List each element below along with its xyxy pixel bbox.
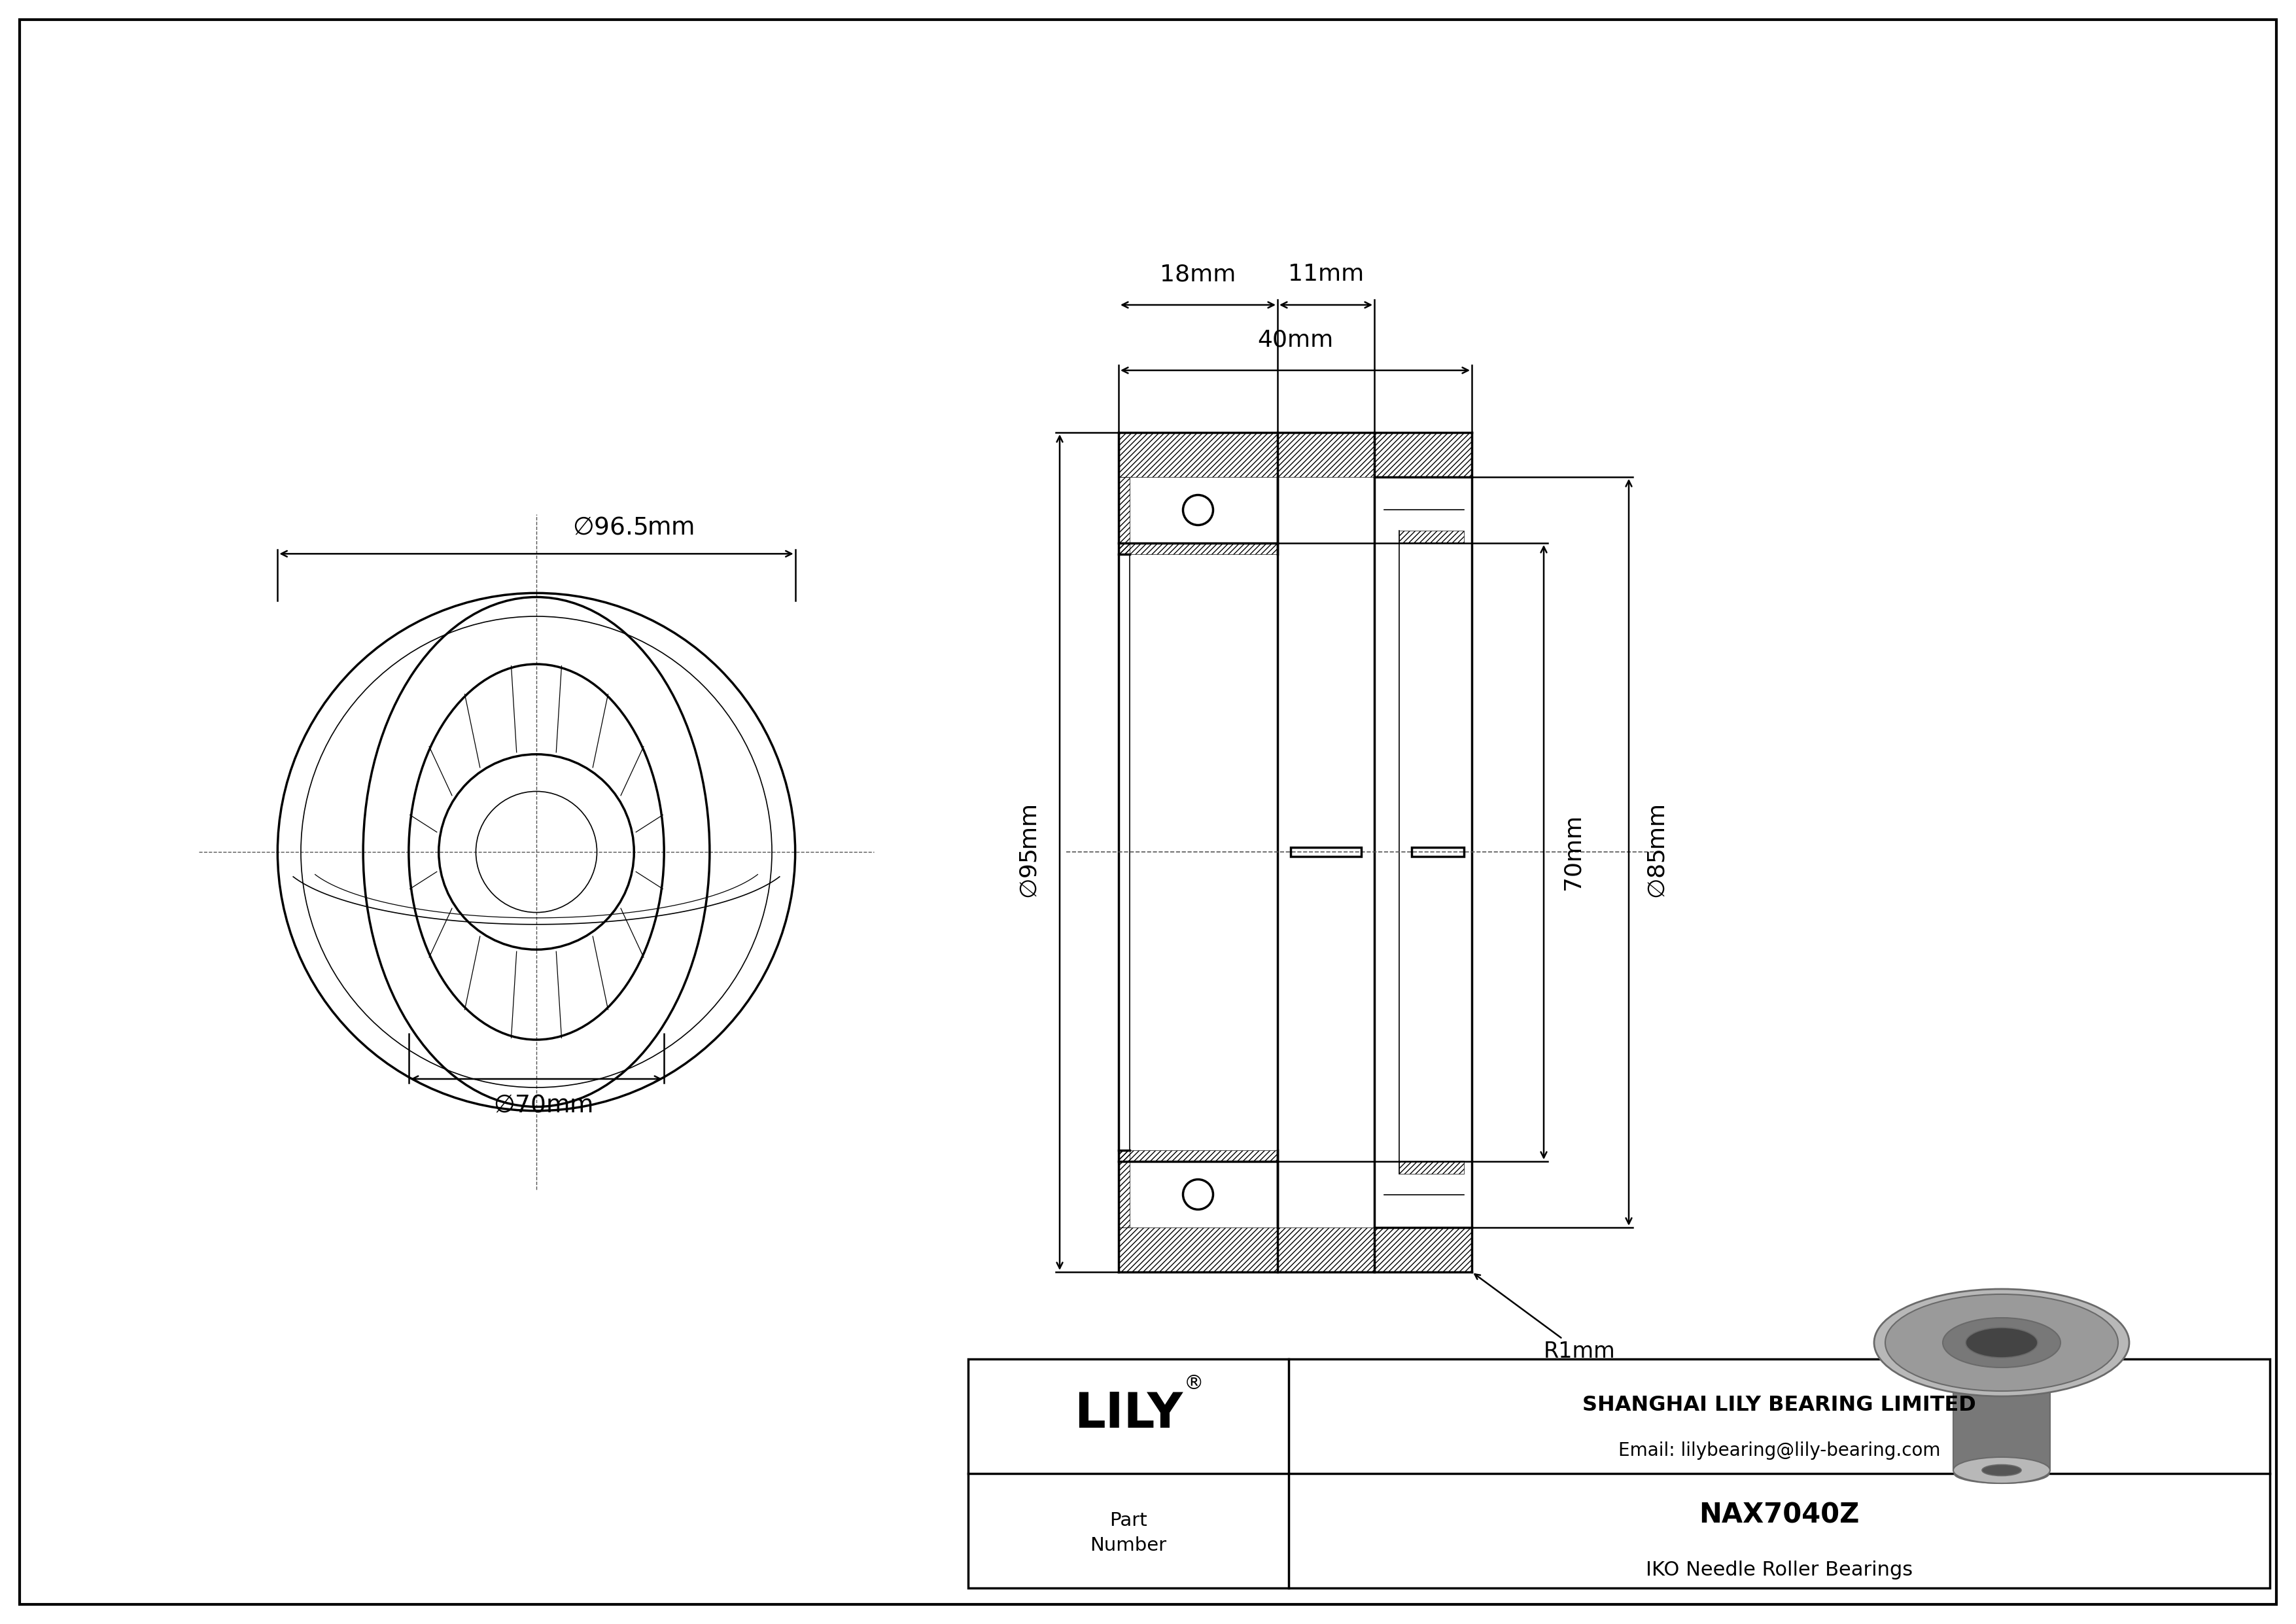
Bar: [1954, 1343, 2050, 1473]
Ellipse shape: [1942, 1317, 2060, 1367]
Bar: [969, 1359, 2271, 1588]
Bar: [1118, 432, 1277, 477]
Bar: [1277, 1228, 1375, 1272]
Text: SHANGHAI LILY BEARING LIMITED: SHANGHAI LILY BEARING LIMITED: [1582, 1395, 1977, 1415]
Text: ®: ®: [1185, 1374, 1203, 1393]
Text: $\varnothing$96.5mm: $\varnothing$96.5mm: [572, 516, 693, 539]
Text: 40mm: 40mm: [1258, 328, 1334, 351]
Ellipse shape: [1981, 1465, 2020, 1476]
Ellipse shape: [1954, 1463, 2048, 1483]
Ellipse shape: [1874, 1289, 2128, 1397]
Bar: [1398, 1161, 1465, 1174]
Text: Part
Number: Part Number: [1091, 1510, 1166, 1554]
Text: Email: lilybearing@lily-bearing.com: Email: lilybearing@lily-bearing.com: [1619, 1442, 1940, 1460]
Text: LILY: LILY: [1075, 1390, 1182, 1437]
Ellipse shape: [1954, 1457, 2050, 1483]
Bar: [1412, 848, 1465, 856]
Bar: [1118, 477, 1130, 554]
Bar: [1118, 1150, 1130, 1228]
Bar: [1118, 542, 1277, 554]
Text: $\varnothing$85mm: $\varnothing$85mm: [1646, 804, 1669, 900]
Ellipse shape: [1885, 1294, 2119, 1392]
Text: IKO Needle Roller Bearings: IKO Needle Roller Bearings: [1646, 1561, 1913, 1579]
Text: 18mm: 18mm: [1159, 263, 1235, 286]
Text: $\varnothing$70mm: $\varnothing$70mm: [494, 1093, 592, 1117]
Bar: [1118, 1150, 1277, 1161]
Bar: [1398, 531, 1465, 542]
Bar: [1277, 432, 1375, 477]
Bar: [1375, 432, 1472, 477]
Bar: [1290, 848, 1362, 856]
Bar: [1375, 1228, 1472, 1272]
Text: 70mm: 70mm: [1561, 814, 1584, 890]
Bar: [1954, 1343, 2050, 1470]
Text: $\varnothing$95mm: $\varnothing$95mm: [1019, 804, 1042, 900]
Ellipse shape: [1965, 1327, 2037, 1358]
Text: 11mm: 11mm: [1288, 263, 1364, 286]
Text: NAX7040Z: NAX7040Z: [1699, 1501, 1860, 1528]
Text: R1mm: R1mm: [1474, 1275, 1616, 1363]
Bar: [1118, 1228, 1277, 1272]
